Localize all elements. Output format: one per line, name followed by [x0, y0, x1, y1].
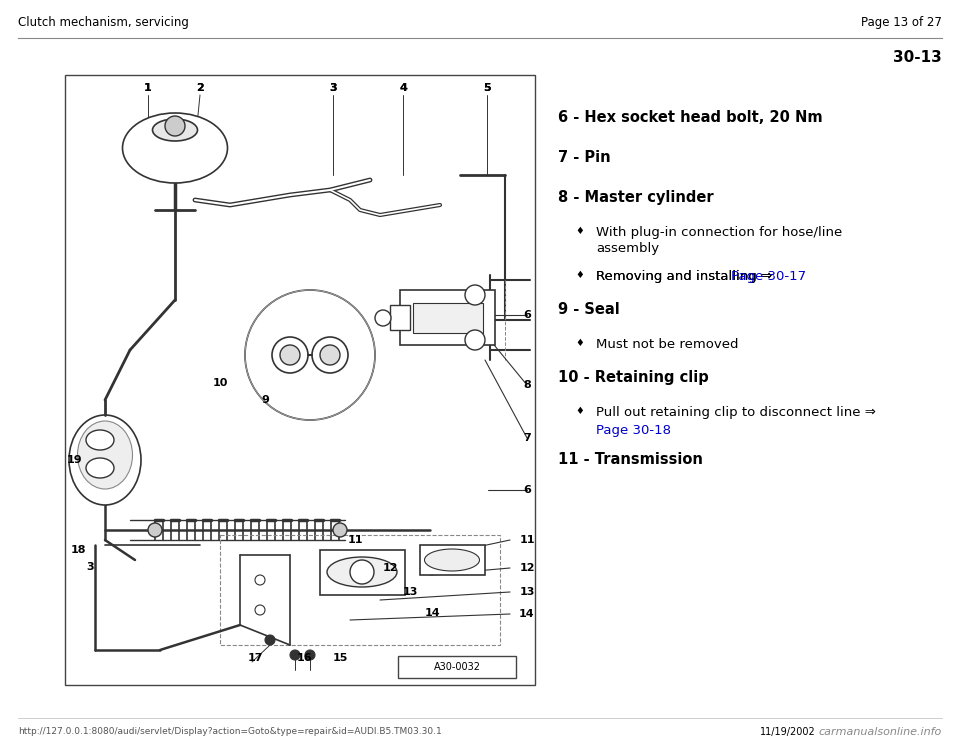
Bar — [320, 550, 405, 595]
Text: 13: 13 — [402, 587, 418, 597]
Ellipse shape — [424, 549, 479, 571]
Text: 7: 7 — [523, 433, 531, 443]
Text: Removing and installing ⇒: Removing and installing ⇒ — [596, 270, 777, 283]
Text: 12: 12 — [382, 563, 397, 573]
Text: A30-0032: A30-0032 — [434, 662, 481, 672]
Text: 6: 6 — [523, 310, 531, 320]
Bar — [65, 75, 535, 685]
Text: 11 - Transmission: 11 - Transmission — [558, 452, 703, 467]
Text: 30-13: 30-13 — [893, 50, 942, 65]
Text: 3: 3 — [86, 562, 94, 572]
Text: 16: 16 — [298, 653, 313, 663]
Circle shape — [265, 635, 275, 645]
Text: Clutch mechanism, servicing: Clutch mechanism, servicing — [18, 16, 189, 29]
Text: Page 30-17: Page 30-17 — [732, 270, 806, 283]
Text: 13: 13 — [519, 587, 535, 597]
Text: ♦: ♦ — [576, 226, 585, 236]
Text: 3: 3 — [329, 83, 337, 93]
Ellipse shape — [78, 421, 132, 489]
Text: 2: 2 — [196, 83, 204, 93]
Text: 5: 5 — [483, 83, 491, 93]
Bar — [413, 303, 483, 333]
Circle shape — [255, 575, 265, 585]
Text: 9 - Seal: 9 - Seal — [558, 302, 620, 317]
Text: 4: 4 — [399, 83, 407, 93]
Text: Removing and installing ⇒: Removing and installing ⇒ — [596, 270, 777, 283]
Text: 1: 1 — [144, 83, 152, 93]
Circle shape — [255, 605, 265, 615]
Circle shape — [312, 337, 348, 373]
Ellipse shape — [86, 430, 114, 450]
Text: Must not be removed: Must not be removed — [596, 338, 738, 351]
Text: 11: 11 — [519, 535, 535, 545]
Text: Page 30-18: Page 30-18 — [596, 424, 671, 437]
Text: http://127.0.0.1:8080/audi/servlet/Display?action=Goto&type=repair&id=AUDI.B5.TM: http://127.0.0.1:8080/audi/servlet/Displ… — [18, 727, 442, 736]
Text: 9: 9 — [261, 395, 269, 405]
Text: Page 13 of 27: Page 13 of 27 — [861, 16, 942, 29]
Bar — [420, 545, 485, 575]
Text: Pull out retaining clip to disconnect line ⇒: Pull out retaining clip to disconnect li… — [596, 406, 876, 419]
Ellipse shape — [123, 113, 228, 183]
Circle shape — [375, 310, 391, 326]
Text: 11/19/2002: 11/19/2002 — [760, 727, 816, 737]
Bar — [400, 290, 495, 345]
Bar — [220, 535, 500, 645]
Text: 8: 8 — [523, 380, 531, 390]
Circle shape — [350, 560, 374, 584]
Text: 10 - Retaining clip: 10 - Retaining clip — [558, 370, 708, 385]
Text: 2: 2 — [196, 83, 204, 93]
Text: 19: 19 — [67, 455, 83, 465]
Circle shape — [333, 523, 347, 537]
Circle shape — [290, 650, 300, 660]
Text: assembly: assembly — [596, 242, 660, 255]
Text: 7 - Pin: 7 - Pin — [558, 150, 611, 165]
Circle shape — [245, 290, 375, 420]
Text: 4: 4 — [399, 83, 407, 93]
Text: 6: 6 — [523, 485, 531, 495]
Text: 3: 3 — [329, 83, 337, 93]
Text: 6 - Hex socket head bolt, 20 Nm: 6 - Hex socket head bolt, 20 Nm — [558, 110, 823, 125]
Text: 8 - Master cylinder: 8 - Master cylinder — [558, 190, 713, 205]
Ellipse shape — [153, 119, 198, 141]
Text: carmanualsonline.info: carmanualsonline.info — [819, 727, 942, 737]
Text: 12: 12 — [519, 563, 535, 573]
Text: 14: 14 — [424, 608, 440, 618]
Circle shape — [280, 345, 300, 365]
Circle shape — [305, 650, 315, 660]
Text: 10: 10 — [212, 378, 228, 388]
Circle shape — [465, 330, 485, 350]
Bar — [390, 305, 410, 330]
Ellipse shape — [69, 415, 141, 505]
Text: 11: 11 — [348, 535, 363, 545]
Text: 5: 5 — [483, 83, 491, 93]
Text: 17: 17 — [248, 653, 263, 663]
Text: ♦: ♦ — [576, 270, 585, 280]
Circle shape — [320, 345, 340, 365]
Text: 18: 18 — [70, 545, 85, 555]
Text: 14: 14 — [519, 609, 535, 619]
Circle shape — [148, 523, 162, 537]
Circle shape — [272, 337, 308, 373]
Bar — [398, 656, 516, 678]
Text: 1: 1 — [144, 83, 152, 93]
Ellipse shape — [327, 557, 397, 587]
Text: ♦: ♦ — [576, 406, 585, 416]
Text: With plug-in connection for hose/line: With plug-in connection for hose/line — [596, 226, 842, 239]
Text: ♦: ♦ — [576, 338, 585, 348]
Ellipse shape — [86, 458, 114, 478]
Text: 15: 15 — [332, 653, 348, 663]
Circle shape — [165, 116, 185, 136]
Circle shape — [465, 285, 485, 305]
